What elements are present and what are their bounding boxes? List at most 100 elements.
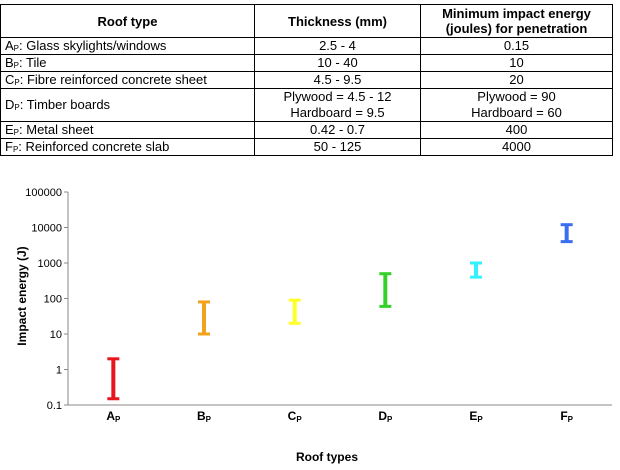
roof-letter: E: [5, 122, 14, 137]
cell-impact-energy: 20: [420, 71, 613, 89]
roof-name: : Tile: [19, 55, 47, 70]
cell-thickness: Plywood = 4.5 - 12 Hardboard = 9.5: [254, 88, 421, 122]
y-tick-labels: 100000 10000 1000 100 10 1 0.1: [25, 187, 68, 412]
cell-thickness-line: 50 - 125: [313, 139, 362, 154]
roof-letter: F: [5, 139, 13, 154]
y-tick-label: 1: [56, 365, 62, 377]
roof-name: : Metal sheet: [19, 122, 94, 137]
x-category-label: DP: [378, 409, 393, 424]
roof-letter-sub: P: [13, 61, 20, 70]
cell-roof-type: DP: Timber boards: [0, 88, 255, 122]
roof-type-table: Roof type Thickness (mm) Minimum impact …: [0, 4, 613, 156]
category-letter-sub: P: [206, 415, 212, 424]
roof-name: : Fibre reinforced concrete sheet: [19, 72, 207, 87]
cell-roof-type: AP: Glass skylights/windows: [0, 37, 255, 55]
x-axis-label: Roof types: [296, 450, 358, 464]
cell-thickness-line: 2.5 - 4: [319, 38, 356, 53]
y-axis-label: Impact energy (J): [15, 246, 29, 345]
table-row: FP: Reinforced concrete slab 50 - 125 4000: [0, 138, 613, 156]
table-row: EP: Metal sheet 0.42 - 0.7 400: [0, 121, 613, 139]
cell-impact-energy-line: 400: [505, 122, 528, 137]
x-category-label: BP: [197, 409, 212, 424]
roof-letter: B: [5, 55, 14, 70]
category-letter: A: [106, 409, 115, 423]
y-tick-label: 100000: [25, 187, 62, 199]
cell-thickness-line: Plywood = 4.5 - 12: [283, 89, 392, 104]
cell-thickness: 4.5 - 9.5: [254, 71, 421, 89]
roof-letter: C: [5, 72, 15, 87]
range-bar: [470, 261, 482, 279]
y-tick-label: 100: [44, 294, 62, 306]
roof-letter-sub: P: [13, 128, 20, 137]
table-row: BP: Tile 10 - 40 10: [0, 54, 613, 72]
range-bar: [198, 300, 210, 336]
roof-letter: A: [5, 38, 14, 53]
header-roof-type: Roof type: [0, 4, 255, 38]
category-letter: D: [378, 409, 387, 423]
category-letter-sub: P: [115, 415, 121, 424]
table-body: AP: Glass skylights/windows 2.5 - 4 0.15 BP…: [0, 37, 613, 156]
x-category-labels: AP BP CP DP EP FP: [106, 409, 573, 424]
range-bar: [107, 357, 120, 401]
range-bar: [288, 298, 301, 325]
category-letter: F: [560, 409, 567, 423]
x-category-label: FP: [560, 409, 573, 424]
roof-name: : Reinforced concrete slab: [18, 139, 170, 154]
roof-letter: D: [5, 97, 15, 112]
cell-impact-energy-line: 10: [509, 55, 524, 70]
cell-impact-energy-line: Hardboard = 60: [471, 105, 562, 120]
cell-roof-type: EP: Metal sheet: [0, 121, 255, 139]
header-impact-energy: Minimum impact energy (joules) for penet…: [420, 4, 613, 38]
category-letter-sub: P: [477, 415, 483, 424]
y-tick-label: 1000: [38, 258, 62, 270]
category-letter-sub: P: [296, 415, 302, 424]
cell-thickness: 0.42 - 0.7: [254, 121, 421, 139]
cell-thickness: 10 - 40: [254, 54, 421, 72]
chart-axes: [67, 192, 612, 406]
cell-roof-type: FP: Reinforced concrete slab: [0, 138, 255, 156]
cell-impact-energy: 10: [420, 54, 613, 72]
y-tick-label: 10: [50, 329, 62, 341]
table-row: AP: Glass skylights/windows 2.5 - 4 0.15: [0, 37, 613, 55]
x-category-label: EP: [469, 409, 483, 424]
cell-thickness-line: Hardboard = 9.5: [290, 105, 385, 120]
x-category-label: AP: [106, 409, 121, 424]
category-letter: C: [288, 409, 297, 423]
roof-name: : Glass skylights/windows: [19, 38, 167, 53]
cell-thickness: 50 - 125: [254, 138, 421, 156]
category-letter: B: [197, 409, 206, 423]
cell-roof-type: BP: Tile: [0, 54, 255, 72]
cell-thickness-line: 0.42 - 0.7: [310, 122, 365, 137]
x-category-label: CP: [288, 409, 303, 424]
category-letter-sub: P: [387, 415, 393, 424]
table-header-row: Roof type Thickness (mm) Minimum impact …: [0, 4, 613, 38]
cell-impact-energy-line: 20: [509, 72, 524, 87]
y-tick-label: 10000: [31, 223, 62, 235]
roof-letter-sub: P: [13, 44, 20, 53]
cell-thickness-line: 4.5 - 9.5: [313, 72, 362, 87]
cell-roof-type: CP: Fibre reinforced concrete sheet: [0, 71, 255, 89]
cell-impact-energy: 0.15: [420, 37, 613, 55]
category-letter-sub: P: [568, 415, 574, 424]
header-thickness: Thickness (mm): [254, 4, 421, 38]
range-bar: [379, 272, 392, 308]
cell-impact-energy-line: 4000: [502, 139, 531, 154]
cell-impact-energy-line: 0.15: [503, 38, 530, 53]
y-tick-label: 0.1: [47, 400, 62, 412]
table-row: DP: Timber boards Plywood = 4.5 - 12 Hardb…: [0, 88, 613, 122]
category-letter: E: [469, 409, 477, 423]
cell-impact-energy: Plywood = 90 Hardboard = 60: [420, 88, 613, 122]
range-bar: [560, 223, 573, 244]
cell-impact-energy: 4000: [420, 138, 613, 156]
cell-impact-energy-line: Plywood = 90: [477, 89, 556, 104]
roof-name: : Timber boards: [19, 97, 111, 112]
roof-letter-sub: P: [12, 145, 19, 154]
table-row: CP: Fibre reinforced concrete sheet 4.5 -…: [0, 71, 613, 89]
cell-thickness: 2.5 - 4: [254, 37, 421, 55]
roof-letter-sub: P: [14, 78, 20, 87]
cell-thickness-line: 10 - 40: [317, 55, 358, 70]
roof-letter-sub: P: [14, 103, 20, 112]
chart-range-bars: [107, 223, 573, 401]
cell-impact-energy: 400: [420, 121, 613, 139]
